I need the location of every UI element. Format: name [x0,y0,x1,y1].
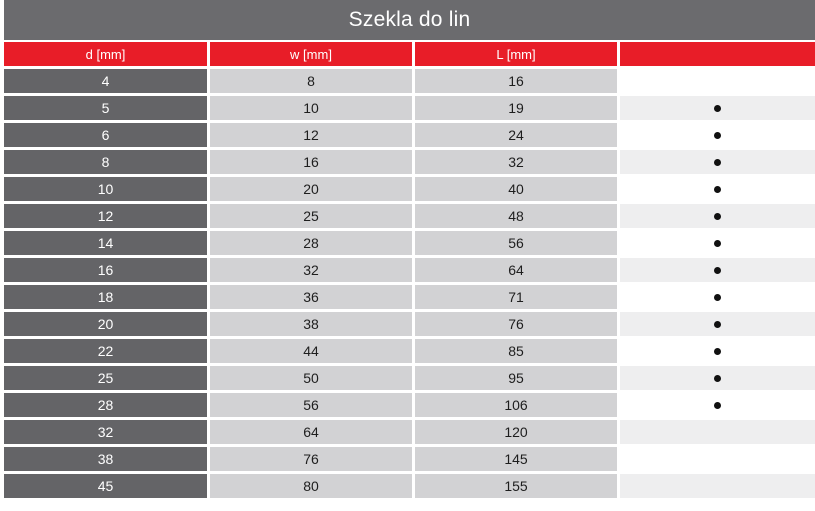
cell-L: 85 [415,339,617,363]
cell-marker [620,474,815,498]
cell-w: 25 [210,204,412,228]
cell-w: 80 [210,474,412,498]
cell-d: 16 [4,258,207,282]
cell-w: 44 [210,339,412,363]
cell-marker [620,393,815,417]
cell-w: 32 [210,258,412,282]
cell-L: 56 [415,231,617,255]
cell-w: 20 [210,177,412,201]
cell-marker [620,123,815,147]
cell-w: 50 [210,366,412,390]
cell-L: 155 [415,474,617,498]
bullet-dot [714,293,721,301]
cell-L: 40 [415,177,617,201]
cell-L: 16 [415,69,617,93]
cell-marker [620,285,815,309]
cell-L: 71 [415,285,617,309]
cell-d: 22 [4,339,207,363]
cell-marker [620,204,815,228]
cell-L: 19 [415,96,617,120]
cell-marker [620,177,815,201]
cell-d: 38 [4,447,207,471]
cell-d: 20 [4,312,207,336]
bullet-dot [714,158,721,166]
bullet-dot [714,131,721,139]
bullet-dot [714,185,721,193]
cell-L: 95 [415,366,617,390]
column-header-d: d [mm] [4,42,207,66]
cell-marker [620,420,815,444]
cell-L: 24 [415,123,617,147]
cell-w: 10 [210,96,412,120]
cell-d: 10 [4,177,207,201]
cell-L: 120 [415,420,617,444]
cell-L: 64 [415,258,617,282]
column-header-L: L [mm] [415,42,617,66]
bullet-dot [714,320,721,328]
cell-L: 32 [415,150,617,174]
cell-w: 28 [210,231,412,255]
cell-d: 28 [4,393,207,417]
cell-marker [620,366,815,390]
table-title-bar: Szekla do lin [4,0,815,40]
cell-marker [620,447,815,471]
bullet-dot [714,239,721,247]
table-title: Szekla do lin [348,8,471,31]
bullet-dot [714,347,721,355]
cell-d: 4 [4,69,207,93]
cell-L: 145 [415,447,617,471]
cell-w: 38 [210,312,412,336]
cell-marker [620,258,815,282]
cell-w: 12 [210,123,412,147]
cell-marker [620,312,815,336]
cell-L: 48 [415,204,617,228]
cell-marker [620,339,815,363]
cell-d: 8 [4,150,207,174]
column-header-w: w [mm] [210,42,412,66]
cell-d: 14 [4,231,207,255]
cell-w: 64 [210,420,412,444]
cell-d: 32 [4,420,207,444]
cell-d: 5 [4,96,207,120]
cell-w: 8 [210,69,412,93]
cell-marker [620,231,815,255]
bullet-dot [714,104,721,112]
spec-table: d [mm] w [mm] L [mm] 4 8 16 5 10 19 6 12 24 8 16 32 10 2… [4,42,815,498]
cell-w: 36 [210,285,412,309]
bullet-dot [714,266,721,274]
cell-L: 106 [415,393,617,417]
cell-marker [620,150,815,174]
bullet-dot [714,374,721,382]
cell-w: 56 [210,393,412,417]
cell-marker [620,69,815,93]
cell-d: 25 [4,366,207,390]
bullet-dot [714,212,721,220]
cell-d: 6 [4,123,207,147]
cell-marker [620,96,815,120]
cell-d: 12 [4,204,207,228]
cell-d: 45 [4,474,207,498]
cell-w: 16 [210,150,412,174]
cell-L: 76 [415,312,617,336]
column-header-marker [620,42,815,66]
cell-w: 76 [210,447,412,471]
bullet-dot [714,401,721,409]
cell-d: 18 [4,285,207,309]
